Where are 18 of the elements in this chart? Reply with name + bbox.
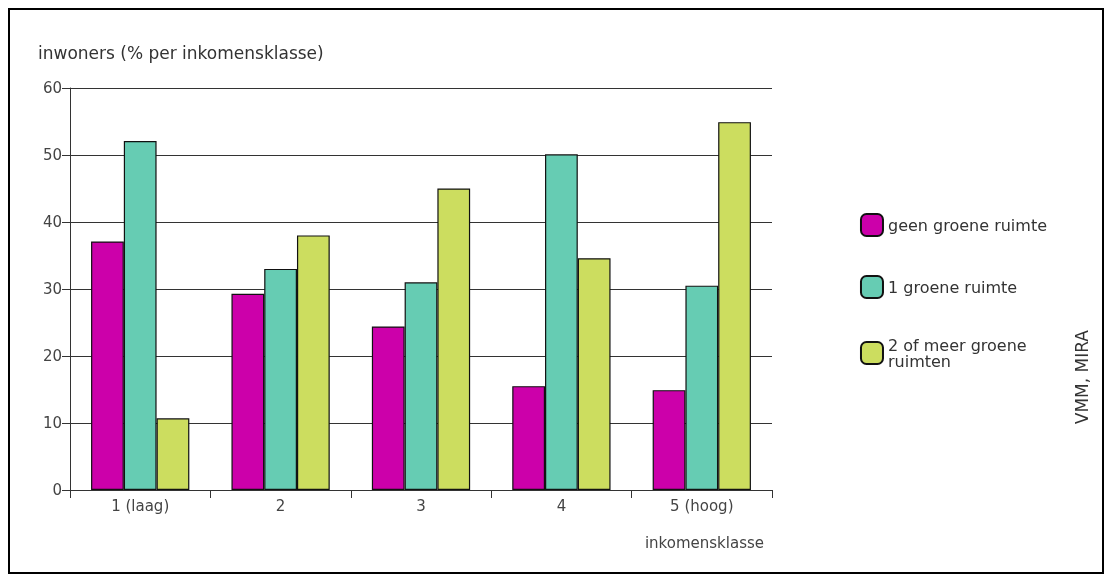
x-tick-label: 3 xyxy=(416,496,426,515)
text: VMM, MIRA xyxy=(1071,329,1092,425)
legend-label: 1 groene ruimte xyxy=(887,277,1018,297)
legend-label: 2 of meer groene ruimten xyxy=(887,335,1032,371)
y-tick-label: 60 xyxy=(42,79,62,97)
x-tick-label: 5 (hoog) xyxy=(670,496,734,515)
legend-label: geen groene ruimte xyxy=(887,215,1048,235)
x-tick-label: 1 (laag) xyxy=(111,496,170,515)
x-tick-label: 2 xyxy=(275,496,286,515)
y-tick-label: 20 xyxy=(42,347,62,365)
x-axis-title: inkomensklasse xyxy=(644,533,765,552)
y-tick-label: 50 xyxy=(42,146,62,164)
y-axis-title: inwoners (% per inkomensklasse) xyxy=(38,42,324,63)
y-tick-label: 40 xyxy=(42,213,62,231)
y-tick-label: 10 xyxy=(42,414,62,432)
x-tick-label: 4 xyxy=(556,496,567,515)
y-tick-label: 30 xyxy=(42,280,62,298)
y-tick-label: 0 xyxy=(52,481,62,499)
